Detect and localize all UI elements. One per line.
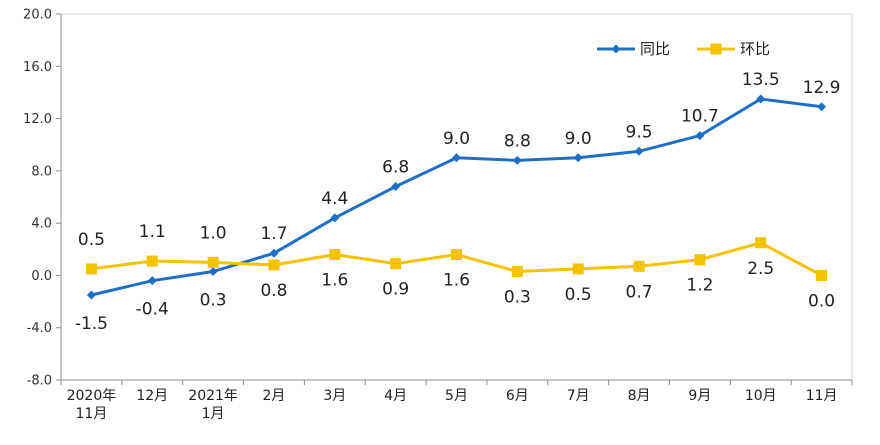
x-tick-label: 7月 (567, 388, 590, 404)
y-tick-label: 16.0 (23, 60, 52, 75)
legend-marker-square (710, 43, 722, 55)
x-tick-label: 11月 (806, 388, 838, 404)
data-point-yoy (573, 153, 583, 163)
data-label-yoy: 9.0 (443, 129, 470, 149)
data-label-yoy: 8.8 (504, 131, 531, 151)
y-tick-label: 0.0 (31, 269, 52, 284)
data-label-mom: 0.0 (808, 291, 835, 311)
data-point-yoy (634, 146, 644, 156)
data-point-mom (146, 255, 158, 267)
data-label-mom: 0.8 (260, 281, 287, 301)
x-tick-label: 8月 (628, 388, 651, 404)
data-point-mom (816, 269, 828, 281)
data-point-mom (451, 249, 462, 261)
x-tick-label: 4月 (384, 388, 407, 404)
data-label-mom: 1.6 (321, 271, 348, 291)
data-point-yoy (391, 182, 401, 192)
legend-label: 环比 (740, 40, 770, 58)
data-point-yoy (817, 102, 827, 112)
data-label-yoy: 4.4 (321, 189, 348, 209)
x-tick-label: 2月 (263, 388, 286, 404)
axes: 20.0 16.0 12.0 8.0 4.0 0.0 -4.0 -8.0 2020年 11月 12月… (23, 8, 853, 422)
x-tick-label: 12月 (136, 388, 168, 404)
y-tick-label: -8.0 (27, 374, 52, 389)
x-tick-label: 6月 (506, 388, 529, 404)
data-label-mom: 0.3 (504, 288, 531, 308)
x-tick-label: 10月 (745, 388, 777, 404)
data-label-mom: 0.5 (78, 230, 105, 250)
data-label-yoy: -0.4 (136, 300, 169, 320)
data-label-yoy: 6.8 (382, 158, 409, 178)
data-label-yoy: 10.7 (681, 107, 719, 127)
y-tick-label: -4.0 (27, 321, 52, 336)
y-tick-label: 20.0 (23, 8, 52, 23)
data-label-yoy: 1.7 (260, 224, 287, 244)
data-label-yoy: 13.5 (742, 70, 780, 90)
x-tick-label: 3月 (323, 388, 346, 404)
data-label-yoy: 0.3 (200, 291, 227, 311)
data-point-mom (572, 263, 584, 275)
data-point-yoy (208, 267, 218, 277)
data-label-yoy: 9.5 (626, 122, 653, 142)
legend: 同比 环比 (597, 40, 770, 58)
data-label-mom: 1.2 (686, 276, 713, 296)
data-label-mom: 1.1 (139, 222, 166, 242)
data-point-yoy (269, 248, 279, 258)
y-tick-label: 12.0 (23, 112, 52, 127)
data-label-mom: 0.7 (626, 282, 653, 302)
data-label-mom: 1.0 (200, 223, 227, 243)
x-tick-label: 9月 (688, 388, 711, 404)
data-point-mom (755, 237, 767, 249)
data-label-mom: 1.6 (443, 271, 470, 291)
data-point-yoy (452, 153, 461, 163)
data-label-mom: 0.9 (382, 280, 409, 300)
legend-marker-diamond (611, 44, 621, 54)
data-point-yoy (147, 276, 157, 286)
data-point-mom (511, 266, 523, 278)
x-tick-label: 2021年 1月 (188, 388, 238, 422)
data-point-yoy (512, 155, 522, 165)
y-tick-label: 4.0 (31, 217, 52, 232)
data-point-mom (390, 258, 402, 270)
data-point-mom (694, 254, 706, 266)
data-label-yoy: 12.9 (803, 78, 841, 98)
data-label-yoy: -1.5 (75, 314, 108, 334)
data-label-mom: 0.5 (565, 285, 592, 305)
data-point-yoy (756, 94, 766, 104)
data-point-mom (207, 256, 219, 268)
series-layer (85, 94, 828, 300)
data-point-yoy (86, 290, 96, 300)
x-tick-label: 5月 (445, 388, 468, 404)
x-tick-label: 2020年 11月 (67, 388, 117, 422)
data-label-mom: 2.5 (747, 259, 774, 279)
data-point-mom (268, 259, 280, 271)
data-point-yoy (330, 213, 340, 223)
data-point-yoy (695, 131, 705, 141)
y-tick-label: 8.0 (31, 164, 52, 179)
legend-label: 同比 (640, 40, 670, 58)
data-point-mom (329, 249, 341, 261)
data-point-mom (633, 260, 645, 272)
data-point-mom (85, 263, 97, 275)
data-label-yoy: 9.0 (565, 129, 592, 149)
data-labels-layer: -1.5 -0.4 0.3 1.7 4.4 6.8 9.0 8.8 9.0 9.5 10.7 13.5… (75, 70, 841, 334)
